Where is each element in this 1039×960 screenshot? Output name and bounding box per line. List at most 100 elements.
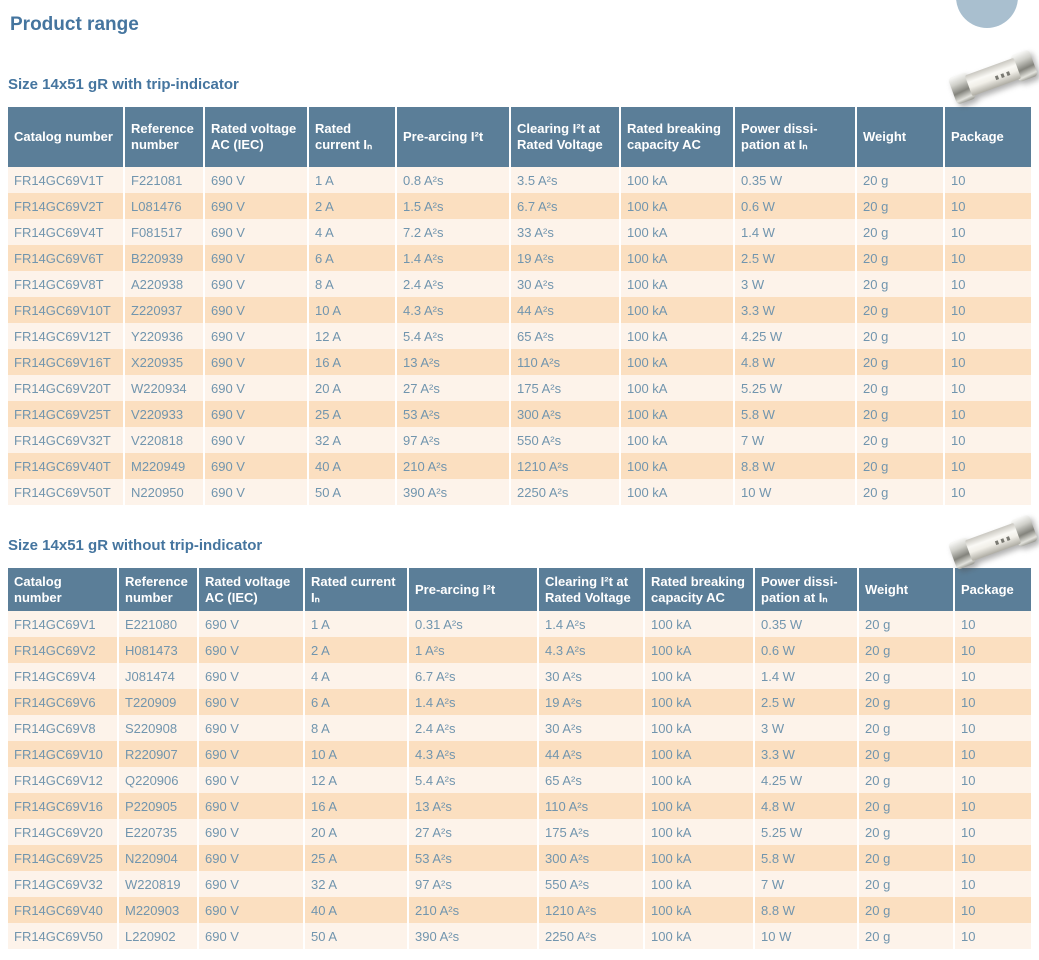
table-cell: 30 A²s bbox=[537, 715, 644, 741]
table-cell: 44 A²s bbox=[537, 741, 644, 767]
table-row: FR14GC69V25T V220933 690 V 25 A 53 A²s 300 A²… bbox=[8, 401, 1031, 427]
table-cell: 10 bbox=[953, 845, 1031, 871]
table-cell: 25 A bbox=[307, 401, 396, 427]
table-header-cell: Catalog number bbox=[8, 107, 124, 167]
table-cell: 2.4 A²s bbox=[395, 271, 510, 297]
table-cell: 3.3 W bbox=[733, 297, 856, 323]
fuse-ceramic-body-icon bbox=[964, 57, 1022, 97]
table-cell: 19 A²s bbox=[509, 245, 620, 271]
table-cell: 10 bbox=[953, 663, 1031, 689]
table-cell: 100 kA bbox=[619, 167, 734, 193]
table-cell: 20 g bbox=[857, 923, 954, 949]
table-cell: 1.4 A²s bbox=[537, 611, 644, 637]
page-title: Product range bbox=[10, 14, 139, 35]
table-cell: 550 A²s bbox=[509, 427, 620, 453]
table-cell: 100 kA bbox=[643, 611, 754, 637]
table-cell: 690 V bbox=[203, 167, 308, 193]
table-header-cell: Rated breaking capacity AC bbox=[643, 568, 754, 611]
table-cell: 10 bbox=[953, 767, 1031, 793]
table-header-cell: Clearing I²t at Rated Voltage bbox=[509, 107, 620, 167]
table-header-cell: Reference number bbox=[123, 107, 204, 167]
table-cell: 20 g bbox=[855, 245, 944, 271]
table-cell: 100 kA bbox=[619, 193, 734, 219]
table-cell: 20 g bbox=[857, 767, 954, 793]
table-cell: 100 kA bbox=[643, 871, 754, 897]
table-cell: 210 A²s bbox=[407, 897, 538, 923]
table-cell: 10 bbox=[943, 375, 1031, 401]
table-cell: F081517 bbox=[123, 219, 204, 245]
table-row: FR14GC69V32T V220818 690 V 32 A 97 A²s 550 A²… bbox=[8, 427, 1031, 453]
table-cell: 20 g bbox=[857, 897, 954, 923]
table-cell: 20 g bbox=[857, 741, 954, 767]
table-cell: 100 kA bbox=[643, 819, 754, 845]
table-cell: 20 g bbox=[855, 349, 944, 375]
table-cell: 100 kA bbox=[619, 427, 734, 453]
table-cell: 100 kA bbox=[619, 453, 734, 479]
table-header-cell: Package bbox=[943, 107, 1031, 167]
table-cell: 20 g bbox=[857, 871, 954, 897]
table-cell: 20 g bbox=[857, 819, 954, 845]
table-cell: FR14GC69V6 bbox=[8, 689, 118, 715]
table-cell: 690 V bbox=[197, 741, 304, 767]
table-cell: 10 bbox=[953, 819, 1031, 845]
table-header-cell: Clearing I²t at Rated Voltage bbox=[537, 568, 644, 611]
table-cell: 1.4 A²s bbox=[407, 689, 538, 715]
table-cell: 5.25 W bbox=[733, 375, 856, 401]
table-cell: 4 A bbox=[307, 219, 396, 245]
table-cell: 1210 A²s bbox=[537, 897, 644, 923]
table-cell: 100 kA bbox=[619, 401, 734, 427]
table-cell: 4.3 A²s bbox=[395, 297, 510, 323]
table-cell: 65 A²s bbox=[537, 767, 644, 793]
table-cell: 100 kA bbox=[619, 245, 734, 271]
table-cell: 20 g bbox=[855, 193, 944, 219]
table-cell: 10 bbox=[943, 193, 1031, 219]
table-cell: 7 W bbox=[733, 427, 856, 453]
table-cell: FR14GC69V10T bbox=[8, 297, 124, 323]
table-cell: FR14GC69V12T bbox=[8, 323, 124, 349]
table-cell: 690 V bbox=[203, 375, 308, 401]
table-header-cell: Power dissi-pation at Iₙ bbox=[733, 107, 856, 167]
table-header-cell: Package bbox=[953, 568, 1031, 611]
table-cell: R220907 bbox=[117, 741, 198, 767]
table-cell: FR14GC69V32 bbox=[8, 871, 118, 897]
table-cell: 100 kA bbox=[643, 741, 754, 767]
table-row: FR14GC69V12T Y220936 690 V 12 A 5.4 A²s 65 A²… bbox=[8, 323, 1031, 349]
table-cell: 20 g bbox=[857, 845, 954, 871]
table-cell: 10 bbox=[953, 897, 1031, 923]
table-cell: N220950 bbox=[123, 479, 204, 505]
table-cell: 100 kA bbox=[643, 715, 754, 741]
table-cell: 690 V bbox=[203, 245, 308, 271]
table-cell: L081476 bbox=[123, 193, 204, 219]
table-header-cell: Rated current Iₙ bbox=[303, 568, 408, 611]
table-cell: 10 A bbox=[307, 297, 396, 323]
table-cell: 4.3 A²s bbox=[407, 741, 538, 767]
table-cell: 4.25 W bbox=[733, 323, 856, 349]
table-cell: 8 A bbox=[303, 715, 408, 741]
table-cell: FR14GC69V8T bbox=[8, 271, 124, 297]
table-cell: 33 A²s bbox=[509, 219, 620, 245]
table-cell: V220818 bbox=[123, 427, 204, 453]
section-heading-with-trip-indicator: Size 14x51 gR with trip-indicator bbox=[8, 76, 239, 93]
table-cell: 100 kA bbox=[643, 897, 754, 923]
table-cell: 10 bbox=[953, 689, 1031, 715]
table-cell: 32 A bbox=[303, 871, 408, 897]
table-cell: 110 A²s bbox=[509, 349, 620, 375]
table-cell: 0.35 W bbox=[733, 167, 856, 193]
table-row: FR14GC69V12 Q220906 690 V 12 A 5.4 A²s 65 A²s… bbox=[8, 767, 1031, 793]
table-cell: 100 kA bbox=[643, 689, 754, 715]
table-cell: 53 A²s bbox=[395, 401, 510, 427]
table-cell: FR14GC69V25 bbox=[8, 845, 118, 871]
table-cell: 10 bbox=[943, 427, 1031, 453]
table-cell: 10 W bbox=[753, 923, 858, 949]
table-cell: FR14GC69V40T bbox=[8, 453, 124, 479]
table-cell: 690 V bbox=[203, 401, 308, 427]
table-cell: 5.4 A²s bbox=[395, 323, 510, 349]
table-cell: 210 A²s bbox=[395, 453, 510, 479]
table-cell: 4.3 A²s bbox=[537, 637, 644, 663]
table-cell: 1.4 A²s bbox=[395, 245, 510, 271]
